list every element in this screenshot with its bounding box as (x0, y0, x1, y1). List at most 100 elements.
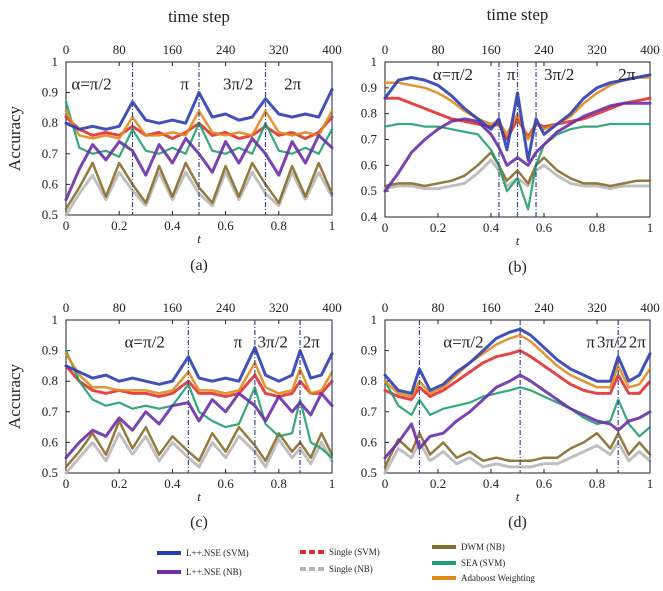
panel-a-top-tick-label: 400 (322, 42, 342, 57)
panel-a-top-tick-label: 80 (113, 42, 126, 57)
panel-a-top-tick-label: 320 (269, 42, 289, 57)
panel-d-x-tick-label: 0.8 (589, 476, 605, 491)
panel-a-top-tick-label: 240 (216, 42, 236, 57)
panel-c-series-sea-svm- (64, 349, 334, 459)
panel-d-caption: (d) (508, 514, 527, 531)
panel-c-series-dwm-nb- (64, 419, 334, 469)
panel-a-top-tick-label: 0 (63, 42, 70, 57)
panel-c-series-single-nb- (64, 431, 334, 475)
panel-c-y-axis-label: Accuracy (5, 363, 24, 429)
panel-c-series-adaboost-weighting (64, 352, 334, 395)
panel-c-phase-annotation: α=π/2 (125, 333, 165, 352)
legend-label: SEA (SVM) (461, 558, 505, 568)
panel-b-x-axis-label: t (516, 233, 520, 248)
panel-b-y-tick-label: 0.9 (361, 80, 377, 95)
panel-d-y-tick-label: 0.8 (361, 373, 377, 388)
panel-d-top-tick-label: 240 (534, 300, 554, 315)
panel-c-x-axis-label: t (197, 489, 201, 504)
panel-b-series-dwm-nb- (383, 151, 652, 188)
panel-d-y-tick-label: 0.9 (361, 343, 377, 358)
panel-b-phase-annotation: α=π/2 (433, 65, 473, 84)
panel-a-series-dwm-nb- (64, 161, 334, 211)
panel-c-series-l-nse-nb- (64, 391, 334, 460)
panel-d-series-l-nse-nb- (383, 373, 652, 460)
panel-a-y-tick-label: 0.6 (42, 176, 59, 191)
panel-d-series-l-nse-svm- (383, 327, 652, 395)
legend-label: Single (SVM) (329, 547, 380, 557)
panel-a-x-tick-label: 0.2 (111, 218, 127, 233)
panel-d-x-tick-label: 1 (647, 476, 654, 491)
panel-a-y-tick-label: 1 (52, 54, 59, 69)
panel-c-x-tick-label: 0.8 (271, 476, 287, 491)
panel-a-x-tick-label: 0.6 (217, 218, 234, 233)
legend-label: Adaboost Weighting (461, 573, 535, 583)
panel-d-top-tick-label: 320 (587, 300, 607, 315)
panel-d-x-tick-label: 0.4 (483, 476, 500, 491)
panel-c-y-tick-label: 0.5 (42, 465, 58, 480)
panel-b-y-tick-label: 0.6 (361, 157, 378, 172)
panel-c-x-tick-label: 0.2 (111, 476, 127, 491)
panel-a-x-tick-label: 0.8 (271, 218, 287, 233)
panel-c-y-tick-label: 0.9 (42, 343, 58, 358)
panel-c-x-tick-label: 0.4 (164, 476, 181, 491)
panel-b-series-l-nse-nb- (383, 101, 652, 193)
panel-a-y-tick-label: 0.8 (42, 115, 58, 130)
panel-b-top-tick-label: 320 (587, 42, 607, 57)
panel-b-series-single-svm- (383, 96, 652, 141)
panel-d-series-adaboost-weighting (383, 334, 652, 398)
panel-b-x-tick-label: 0.4 (483, 220, 500, 235)
panel-c-x-tick-label: 1 (329, 476, 336, 491)
panel-d-series-single-nb- (383, 440, 652, 475)
panel-c-top-tick-label: 240 (216, 300, 236, 315)
panel-c-y-tick-label: 1 (52, 312, 59, 327)
panel-b-y-tick-label: 0.7 (361, 132, 378, 147)
panel-d-x-tick-label: 0 (382, 476, 389, 491)
panel-a-phase-annotation: π (180, 75, 189, 94)
panel-b-x-tick-label: 0.2 (430, 220, 446, 235)
panel-c-top-tick-label: 0 (63, 300, 70, 315)
panel-a-y-tick-label: 0.5 (42, 207, 58, 222)
panel-a-caption: (a) (190, 257, 208, 274)
panel-a-phase-annotation: α=π/2 (71, 75, 111, 94)
panel-a-top-axis-label: time step (168, 7, 230, 26)
panel-d-x-axis-label: t (516, 489, 520, 504)
panel-b-top-tick-label: 240 (534, 42, 554, 57)
panel-b-y-tick-label: 0.4 (361, 209, 378, 224)
panel-c-series-single-svm- (64, 364, 334, 398)
legend-label: L++.NSE (NB) (186, 567, 242, 577)
panel-a-y-tick-label: 0.9 (42, 85, 58, 100)
panel-b-series-sea-svm- (383, 122, 652, 211)
panel-c-y-tick-label: 0.6 (42, 434, 59, 449)
panel-c-y-tick-label: 0.8 (42, 373, 58, 388)
panel-b-x-tick-label: 0.6 (536, 220, 553, 235)
panel-b-y-tick-label: 0.8 (361, 106, 377, 121)
legend-label: DWM (NB) (461, 542, 505, 552)
panel-c-phase-annotation: 3π/2 (258, 333, 288, 352)
panel-d-phase-annotation: α=π/2 (443, 333, 483, 352)
panel-a-y-axis-label: Accuracy (5, 105, 24, 171)
panel-d-phase-annotation: 3π/2 (597, 333, 627, 352)
panel-b-x-tick-label: 0.8 (589, 220, 605, 235)
panel-d-phase-annotation: 2π (629, 333, 647, 352)
panel-d-y-tick-label: 0.5 (361, 465, 377, 480)
legend-label: Single (NB) (329, 564, 373, 574)
panel-d-top-tick-label: 160 (481, 300, 501, 315)
panel-b-phase-annotation: 3π/2 (544, 65, 574, 84)
panel-a-phase-annotation: 2π (284, 75, 302, 94)
panel-b-phase-annotation: π (507, 65, 516, 84)
panel-b-phase-annotation: 2π (618, 65, 636, 84)
panel-b-caption: (b) (508, 259, 527, 276)
panel-a-top-tick-label: 160 (163, 42, 183, 57)
panel-c-phase-annotation: 2π (303, 333, 321, 352)
panel-d-x-tick-label: 0.6 (536, 476, 553, 491)
panel-d-y-tick-label: 1 (371, 312, 378, 327)
panel-c-phase-annotation: π (234, 333, 243, 352)
panel-d-x-tick-label: 0.2 (430, 476, 446, 491)
panel-b-x-tick-label: 1 (647, 220, 654, 235)
panel-b-top-tick-label: 80 (432, 42, 445, 57)
panel-b-top-tick-label: 0 (382, 42, 389, 57)
panel-a-x-tick-label: 0 (63, 218, 70, 233)
panel-c-top-tick-label: 320 (269, 300, 289, 315)
panel-d-top-tick-label: 400 (640, 300, 660, 315)
